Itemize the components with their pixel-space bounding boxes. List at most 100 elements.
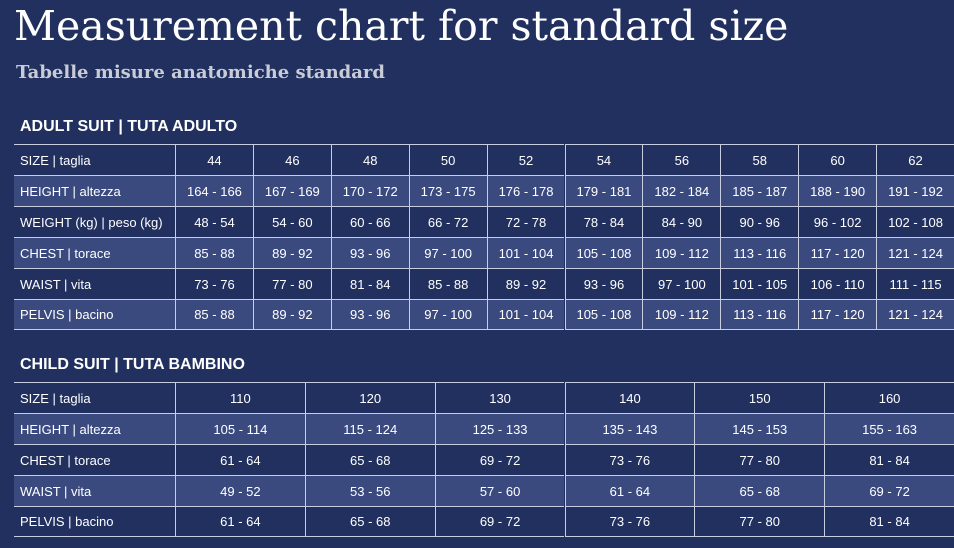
table-cell: 160 <box>824 382 954 413</box>
table-cell: 44 <box>175 144 253 175</box>
row-label: CHEST | torace <box>14 237 175 268</box>
table-cell: 61 - 64 <box>564 475 695 506</box>
table-cell: 135 - 143 <box>564 413 695 444</box>
table-cell: 60 <box>798 144 877 175</box>
table-cell: 150 <box>694 382 825 413</box>
table-cell: 113 - 116 <box>720 237 799 268</box>
table-cell: 109 - 112 <box>642 237 721 268</box>
table-cell: 117 - 120 <box>798 299 877 330</box>
table-cell: 145 - 153 <box>694 413 825 444</box>
table-cell: 164 - 166 <box>175 175 253 206</box>
table-cell: 56 <box>642 144 721 175</box>
row-label: WEIGHT (kg) | peso (kg) <box>14 206 175 237</box>
table-cell: 96 - 102 <box>798 206 877 237</box>
table-cell: 93 - 96 <box>330 237 409 268</box>
table-cell: 97 - 100 <box>408 299 487 330</box>
table-cell: 65 - 68 <box>694 475 825 506</box>
table-cell: 61 - 64 <box>175 444 305 475</box>
table-cell: 101 - 104 <box>486 299 565 330</box>
table-cell: 81 - 84 <box>824 506 954 537</box>
table-cell: 117 - 120 <box>798 237 877 268</box>
table-cell: 52 <box>486 144 565 175</box>
table-heading: ADULT SUIT | TUTA ADULTO <box>20 118 238 135</box>
table-cell: 109 - 112 <box>642 299 721 330</box>
table-cell: 48 - 54 <box>175 206 253 237</box>
table-cell: 121 - 124 <box>876 237 954 268</box>
table-cell: 110 <box>175 382 305 413</box>
table-cell: 185 - 187 <box>720 175 799 206</box>
table-cell: 81 - 84 <box>330 268 409 299</box>
table-cell: 65 - 68 <box>304 506 435 537</box>
table-cell: 54 <box>564 144 643 175</box>
table-cell: 140 <box>564 382 695 413</box>
subtitle: Tabelle misure anatomiche standard <box>16 62 385 83</box>
row-label: SIZE | taglia <box>14 144 175 175</box>
table-cell: 78 - 84 <box>564 206 643 237</box>
table-cell: 111 - 115 <box>876 268 954 299</box>
table-cell: 105 - 108 <box>564 237 643 268</box>
table-cell: 102 - 108 <box>876 206 954 237</box>
table-cell: 89 - 92 <box>252 237 331 268</box>
table-cell: 85 - 88 <box>408 268 487 299</box>
table-cell: 89 - 92 <box>252 299 331 330</box>
table-cell: 48 <box>330 144 409 175</box>
table-cell: 97 - 100 <box>408 237 487 268</box>
table-cell: 60 - 66 <box>330 206 409 237</box>
table-cell: 58 <box>720 144 799 175</box>
table-cell: 77 - 80 <box>694 444 825 475</box>
table-cell: 179 - 181 <box>564 175 643 206</box>
row-label: SIZE | taglia <box>14 382 175 413</box>
table-cell: 49 - 52 <box>175 475 305 506</box>
table-cell: 120 <box>304 382 435 413</box>
table-cell: 65 - 68 <box>304 444 435 475</box>
table-cell: 69 - 72 <box>824 475 954 506</box>
table-cell: 93 - 96 <box>330 299 409 330</box>
table-cell: 188 - 190 <box>798 175 877 206</box>
table-cell: 72 - 78 <box>486 206 565 237</box>
row-label: PELVIS | bacino <box>14 506 175 537</box>
table-cell: 105 - 114 <box>175 413 305 444</box>
table-cell: 69 - 72 <box>434 506 565 537</box>
table-cell: 89 - 92 <box>486 268 565 299</box>
table-cell: 115 - 124 <box>304 413 435 444</box>
table-cell: 167 - 169 <box>252 175 331 206</box>
table-cell: 101 - 104 <box>486 237 565 268</box>
table-cell: 84 - 90 <box>642 206 721 237</box>
table-cell: 125 - 133 <box>434 413 565 444</box>
table-cell: 105 - 108 <box>564 299 643 330</box>
row-label: WAIST | vita <box>14 268 175 299</box>
row-label: HEIGHT | altezza <box>14 413 175 444</box>
table-heading: CHILD SUIT | TUTA BAMBINO <box>20 356 245 373</box>
table-cell: 53 - 56 <box>304 475 435 506</box>
table-cell: 69 - 72 <box>434 444 565 475</box>
table-cell: 106 - 110 <box>798 268 877 299</box>
table-cell: 173 - 175 <box>408 175 487 206</box>
table-cell: 176 - 178 <box>486 175 565 206</box>
table-cell: 121 - 124 <box>876 299 954 330</box>
table-cell: 90 - 96 <box>720 206 799 237</box>
table-cell: 130 <box>434 382 565 413</box>
table-cell: 93 - 96 <box>564 268 643 299</box>
table-cell: 85 - 88 <box>175 237 253 268</box>
table-cell: 113 - 116 <box>720 299 799 330</box>
table-cell: 73 - 76 <box>564 506 695 537</box>
table-cell: 77 - 80 <box>694 506 825 537</box>
table-cell: 66 - 72 <box>408 206 487 237</box>
table-cell: 191 - 192 <box>876 175 954 206</box>
table-cell: 73 - 76 <box>564 444 695 475</box>
table-cell: 77 - 80 <box>252 268 331 299</box>
table-cell: 73 - 76 <box>175 268 253 299</box>
table-cell: 46 <box>252 144 331 175</box>
table-cell: 50 <box>408 144 487 175</box>
title: Measurement chart for standard size <box>14 2 789 50</box>
row-label: CHEST | torace <box>14 444 175 475</box>
row-label: WAIST | vita <box>14 475 175 506</box>
row-label: PELVIS | bacino <box>14 299 175 330</box>
table-cell: 54 - 60 <box>252 206 331 237</box>
table-cell: 62 <box>876 144 954 175</box>
table-cell: 57 - 60 <box>434 475 565 506</box>
table-cell: 170 - 172 <box>330 175 409 206</box>
table-cell: 97 - 100 <box>642 268 721 299</box>
table-cell: 155 - 163 <box>824 413 954 444</box>
table-cell: 81 - 84 <box>824 444 954 475</box>
